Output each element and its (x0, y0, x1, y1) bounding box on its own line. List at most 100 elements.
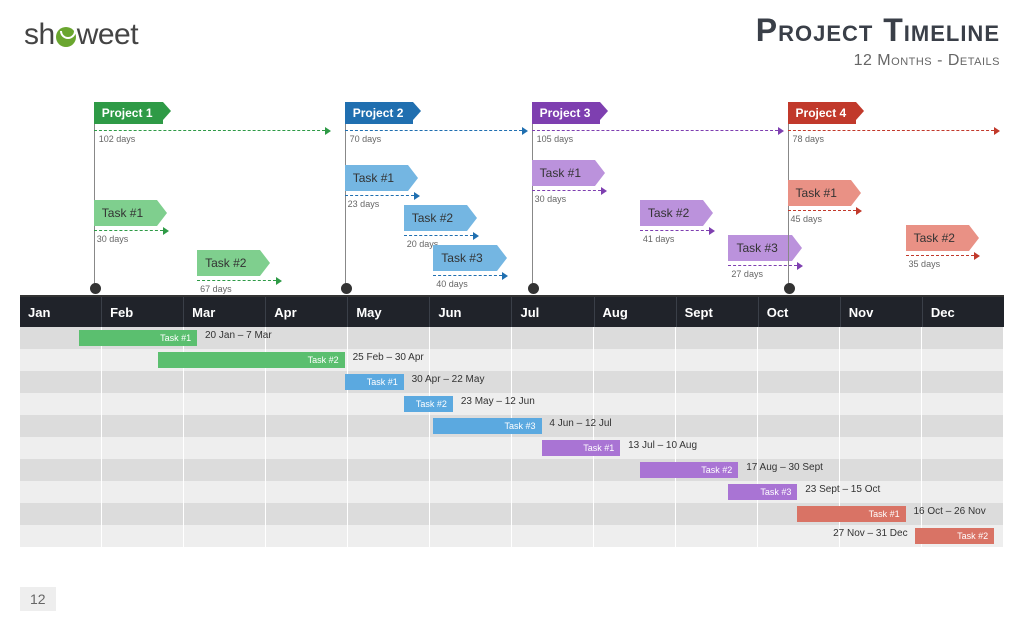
gantt-cell (840, 393, 922, 415)
gantt-cell (266, 437, 348, 459)
task-arrow (640, 230, 709, 231)
gantt-cell (266, 371, 348, 393)
gantt-cell (348, 525, 430, 547)
task-flag: Task #3 (728, 235, 791, 261)
task-duration-note: 41 days (643, 234, 675, 244)
logo-text-before: sh (24, 18, 55, 51)
gantt-cell (102, 393, 184, 415)
gantt-cell (594, 525, 676, 547)
gantt-cell (430, 459, 512, 481)
month-cell: Sept (677, 297, 759, 327)
gantt-cell (430, 349, 512, 371)
gantt-cell (348, 437, 430, 459)
task-arrow (94, 230, 163, 231)
project-span-note: 78 days (792, 134, 824, 144)
gantt-cell (184, 371, 266, 393)
task-arrow (788, 210, 857, 211)
task-duration-note: 45 days (790, 214, 822, 224)
gantt-cell (348, 481, 430, 503)
month-cell: Oct (759, 297, 841, 327)
gantt-cell (594, 393, 676, 415)
gantt-cell (512, 481, 594, 503)
gantt-cell (348, 459, 430, 481)
page-number: 12 (20, 587, 56, 611)
gantt-cell (676, 371, 758, 393)
gantt-cell (266, 525, 348, 547)
gantt-row: Task #227 Nov – 31 Dec (20, 525, 1004, 547)
month-cell: Nov (841, 297, 923, 327)
gantt-cell (512, 503, 594, 525)
gantt-cell (758, 371, 840, 393)
gantt-cell (676, 415, 758, 437)
gantt-date-label: 30 Apr – 22 May (412, 374, 485, 385)
gantt-cell (20, 525, 102, 547)
month-cell: Jan (20, 297, 102, 327)
gantt-cell (184, 503, 266, 525)
gantt-bar: Task #1 (542, 440, 621, 456)
month-cell: May (348, 297, 430, 327)
gantt-cell (20, 393, 102, 415)
gantt-cell (676, 503, 758, 525)
task-flag: Task #2 (906, 225, 969, 251)
gantt-cell (676, 393, 758, 415)
gantt-row: Task #34 Jun – 12 Jul (20, 415, 1004, 437)
project-span-note: 102 days (99, 134, 136, 144)
gantt-cell (348, 503, 430, 525)
project-span-note: 70 days (350, 134, 382, 144)
gantt-cell (840, 371, 922, 393)
gantt-cell (594, 481, 676, 503)
gantt-cell (184, 393, 266, 415)
page-subtitle: 12 Months - Details (854, 52, 1000, 70)
gantt-cell (594, 371, 676, 393)
month-cell: Mar (184, 297, 266, 327)
gantt-cell (184, 415, 266, 437)
logo: shweet (24, 18, 138, 52)
gantt-cell (184, 525, 266, 547)
task-duration-note: 40 days (436, 279, 468, 289)
gantt-grid: Task #120 Jan – 7 MarTask #225 Feb – 30 … (20, 327, 1004, 547)
project-span-arrow (788, 130, 995, 131)
gantt-row: Task #1 13 Jul – 10 Aug (20, 437, 1004, 459)
task-arrow (197, 280, 276, 281)
project-span-arrow (532, 130, 778, 131)
gantt-cell (594, 349, 676, 371)
gantt-cell (266, 503, 348, 525)
project-span-note: 105 days (537, 134, 574, 144)
gantt-cell (840, 437, 922, 459)
month-cell: Jul (512, 297, 594, 327)
task-arrow (532, 190, 601, 191)
gantt-cell (102, 503, 184, 525)
gantt-cell (758, 437, 840, 459)
gantt-cell (266, 481, 348, 503)
gantt-cell (266, 393, 348, 415)
gantt-date-label: 23 Sept – 15 Oct (805, 484, 880, 495)
gantt-cell (20, 503, 102, 525)
gantt-cell (20, 481, 102, 503)
gantt-cell (430, 327, 512, 349)
gantt-cell (676, 349, 758, 371)
task-flag: Task #2 (404, 205, 467, 231)
gantt-bar: Task #2 (158, 352, 345, 368)
task-flag: Task #3 (433, 245, 496, 271)
gantt-row: Task #223 May – 12 Jun (20, 393, 1004, 415)
gantt-cell (676, 525, 758, 547)
page-title: Project Timeline (756, 12, 1000, 49)
gantt-cell (430, 525, 512, 547)
month-cell: Jun (430, 297, 512, 327)
gantt-date-label: 13 Jul – 10 Aug (628, 440, 697, 451)
task-flag: Task #1 (94, 200, 157, 226)
project-pin (532, 108, 533, 290)
gantt-cell (922, 349, 1004, 371)
gantt-cell (512, 371, 594, 393)
gantt-cell (20, 459, 102, 481)
timeline-flag-chart: Project 1102 daysTask #130 daysTask #267… (20, 90, 1004, 290)
gantt-row: Task #225 Feb – 30 Apr (20, 349, 1004, 371)
gantt-cell (102, 525, 184, 547)
gantt-date-label: 27 Nov – 31 Dec (833, 528, 908, 539)
gantt-cell (840, 349, 922, 371)
gantt-cell (922, 371, 1004, 393)
gantt-cell (102, 371, 184, 393)
gantt-cell (758, 349, 840, 371)
gantt-cell (840, 327, 922, 349)
project-span-arrow (345, 130, 522, 131)
